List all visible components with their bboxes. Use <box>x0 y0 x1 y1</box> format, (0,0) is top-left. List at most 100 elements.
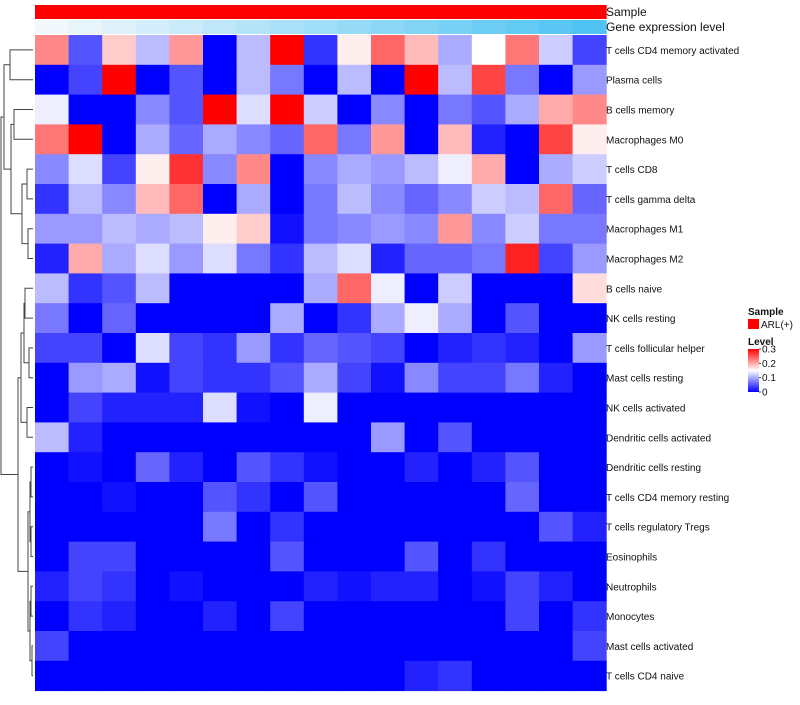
heatmap-cell <box>471 184 506 215</box>
heatmap-cell <box>572 333 607 364</box>
heatmap-cell <box>572 392 607 423</box>
row-label: B cells memory <box>606 106 674 117</box>
annotation-cell <box>539 5 574 19</box>
heatmap-cell <box>169 35 204 66</box>
heatmap-cell <box>471 541 506 572</box>
heatmap-cell <box>270 452 305 483</box>
heatmap-cell <box>35 243 70 274</box>
annotation-cell <box>505 20 540 34</box>
heatmap-cell <box>471 154 506 185</box>
heatmap-cell <box>337 154 372 185</box>
heatmap-cell <box>471 660 506 692</box>
heatmap-cell <box>35 660 70 692</box>
heatmap-cell <box>438 303 473 334</box>
heatmap-cell <box>270 184 305 215</box>
heatmap-cell <box>303 541 338 572</box>
heatmap-cell <box>303 213 338 245</box>
heatmap-cell <box>438 154 473 185</box>
heatmap-cell <box>337 541 372 572</box>
row-label: NK cells resting <box>606 314 675 325</box>
heatmap-cell <box>35 541 70 572</box>
heatmap-cell <box>438 94 473 125</box>
annotation-cell <box>203 20 238 34</box>
heatmap-cell <box>135 392 170 423</box>
heatmap-cell <box>270 303 305 334</box>
heatmap-cell <box>438 422 473 453</box>
heatmap-cell <box>539 333 574 364</box>
heatmap-cell <box>169 601 204 632</box>
heatmap-cell <box>303 452 338 483</box>
heatmap-cell <box>303 392 338 423</box>
row-label: Macrophages M2 <box>606 255 684 266</box>
row-label: Neutrophils <box>606 582 657 593</box>
legend: Sample ARL(+) Level 0.3 0.2 0.1 0 <box>748 307 793 399</box>
heatmap-cell <box>236 154 271 185</box>
heatmap-cell <box>35 422 70 453</box>
heatmap-cell <box>337 64 372 96</box>
heatmap-cell <box>539 511 574 543</box>
heatmap-cell <box>270 601 305 632</box>
heatmap-cell <box>471 213 506 245</box>
heatmap-cell <box>102 571 137 602</box>
heatmap-cell <box>169 571 204 602</box>
heatmap-cell <box>203 333 238 364</box>
heatmap-cell <box>236 660 271 692</box>
heatmap-cell <box>236 124 271 155</box>
heatmap-cell <box>471 273 506 304</box>
heatmap-cell <box>505 154 540 185</box>
heatmap-cell <box>371 64 406 96</box>
heatmap-cell <box>236 511 271 543</box>
heatmap-cell <box>270 392 305 423</box>
heatmap-cell <box>505 213 540 245</box>
heatmap-cell <box>35 124 70 155</box>
heatmap-cell <box>539 452 574 483</box>
heatmap-cell <box>572 184 607 215</box>
heatmap-cell <box>68 213 103 245</box>
heatmap-cell <box>539 631 574 662</box>
heatmap-cell <box>236 64 271 96</box>
heatmap-cell <box>505 392 540 423</box>
heatmap-cell <box>371 660 406 692</box>
heatmap-cell <box>203 303 238 334</box>
heatmap-cell <box>539 422 574 453</box>
heatmap-cell <box>68 571 103 602</box>
row-label: Dendritic cells activated <box>606 433 711 444</box>
heatmap-cell <box>135 631 170 662</box>
heatmap-cell <box>404 64 439 96</box>
heatmap-cell <box>102 64 137 96</box>
row-label: T cells CD4 memory resting <box>606 493 729 504</box>
heatmap-cell <box>337 333 372 364</box>
heatmap-cell <box>438 362 473 394</box>
heatmap-cell <box>102 154 137 185</box>
heatmap-cell <box>270 541 305 572</box>
heatmap-cell <box>68 124 103 155</box>
legend-level-tick-label: 0.2 <box>762 359 776 370</box>
heatmap-cell <box>236 452 271 483</box>
heatmap-cell <box>35 303 70 334</box>
dendrogram-branch <box>26 168 33 200</box>
heatmap-cell <box>539 482 574 513</box>
heatmap-cell <box>135 273 170 304</box>
annotation-cell <box>169 20 204 34</box>
annotation-label: Sample <box>606 5 647 19</box>
heatmap-cell <box>68 184 103 215</box>
heatmap-cell <box>539 154 574 185</box>
heatmap-cell <box>539 184 574 215</box>
legend-level-colorbar <box>748 349 759 392</box>
heatmap-cell <box>337 392 372 423</box>
heatmap-cell <box>539 124 574 155</box>
heatmap-cell <box>303 333 338 364</box>
heatmap-cell <box>505 660 540 692</box>
heatmap-cell <box>404 154 439 185</box>
heatmap-cell <box>236 571 271 602</box>
heatmap-cell <box>68 243 103 274</box>
heatmap-cell <box>169 392 204 423</box>
heatmap-cell <box>404 303 439 334</box>
dendrogram-branch <box>27 228 33 259</box>
heatmap-cell <box>270 482 305 513</box>
heatmap-cell <box>471 482 506 513</box>
legend-level-ticks: 0.3 0.2 0.1 0 <box>759 345 776 399</box>
heatmap-cell <box>203 601 238 632</box>
heatmap-cell <box>169 482 204 513</box>
